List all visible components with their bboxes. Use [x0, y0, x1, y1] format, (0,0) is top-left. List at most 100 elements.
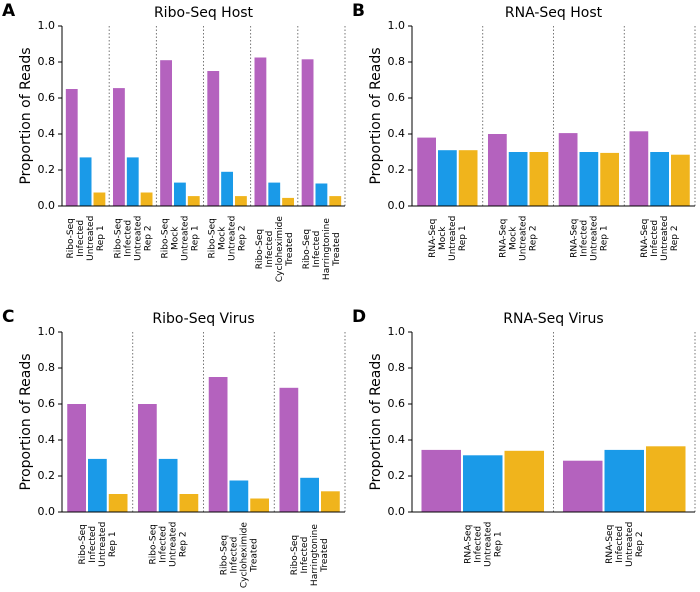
- y-tick-label: 0.4: [38, 127, 56, 140]
- x-tick-label: Ribo-Seq: [208, 218, 218, 258]
- x-tick-label: Ribo-Seq: [160, 218, 170, 258]
- y-axis-label: Proportion of Reads: [18, 353, 34, 490]
- bar: [112, 88, 125, 206]
- y-tick-label: 0.6: [388, 91, 406, 104]
- y-tick-label: 0.8: [388, 361, 406, 374]
- x-tick-label: Cycloheximide: [275, 216, 285, 282]
- x-tick-label: Infected: [615, 526, 625, 563]
- x-tick-label: Rep 2: [670, 225, 680, 251]
- bar: [158, 458, 178, 512]
- x-tick-label: Treated: [332, 232, 342, 267]
- bar: [301, 59, 314, 206]
- bar: [650, 152, 670, 206]
- bar: [300, 477, 320, 512]
- bar: [179, 494, 199, 512]
- x-tick-label: RNA-Seq: [640, 219, 650, 258]
- y-tick-label: 0.0: [38, 505, 56, 518]
- panel-title: Ribo-Seq Host: [154, 5, 254, 21]
- bar: [254, 57, 267, 206]
- bar: [221, 171, 234, 206]
- bar: [173, 182, 186, 206]
- x-tick-label: Ribo-Seq: [66, 218, 76, 258]
- x-tick-label: Untreated: [228, 216, 238, 261]
- y-tick-label: 1.0: [38, 19, 56, 32]
- bar: [487, 134, 507, 206]
- x-tick-label: Untreated: [86, 216, 96, 261]
- bar: [579, 152, 599, 206]
- bar: [417, 137, 436, 206]
- y-tick-label: 1.0: [38, 325, 56, 338]
- y-tick-label: 0.2: [388, 163, 406, 176]
- x-tick-label: Rep 2: [529, 225, 539, 251]
- bar: [529, 152, 549, 206]
- bar: [279, 387, 299, 512]
- x-tick-label: Untreated: [180, 216, 190, 261]
- panel-title: RNA-Seq Host: [505, 5, 603, 21]
- bar: [65, 89, 78, 206]
- bar: [329, 196, 342, 206]
- bar: [268, 182, 281, 206]
- bar: [67, 404, 86, 512]
- x-tick-label: Ribo-Seq: [302, 229, 312, 269]
- bar: [207, 71, 220, 206]
- y-tick-label: 0.8: [388, 55, 406, 68]
- y-tick-label: 0.2: [388, 469, 406, 482]
- x-tick-label: Untreated: [660, 216, 670, 261]
- x-tick-label: Rep 1: [493, 531, 503, 557]
- x-tick-label: Infected: [579, 220, 589, 257]
- x-tick-label: Ribo-Seq: [255, 229, 265, 269]
- y-tick-label: 0.4: [38, 433, 56, 446]
- x-tick-label: RNA-Seq: [569, 219, 579, 258]
- y-tick-label: 0.4: [388, 433, 406, 446]
- bar: [140, 192, 153, 206]
- y-tick-label: 0.6: [38, 397, 56, 410]
- bar: [160, 60, 172, 207]
- bar: [604, 449, 645, 512]
- y-tick-label: 0.0: [388, 199, 406, 212]
- x-tick-label: Ribo-Seq: [149, 524, 159, 564]
- y-axis-label: Proportion of Reads: [368, 47, 384, 184]
- x-tick-label: RNA-Seq: [463, 525, 473, 564]
- bar: [600, 152, 620, 206]
- x-tick-label: Treated: [320, 538, 330, 573]
- y-tick-label: 0.0: [388, 505, 406, 518]
- panel: D RNA-Seq Virus Proportion of Reads 0.0 0.2 0…: [352, 307, 696, 567]
- x-tick-label: RNA-Seq: [605, 525, 615, 564]
- bar: [671, 154, 690, 206]
- x-tick-label: Infected: [650, 220, 660, 257]
- x-tick-label: Rep 2: [238, 225, 248, 251]
- x-tick-label: Untreated: [625, 522, 635, 567]
- x-tick-label: Untreated: [98, 522, 108, 567]
- panel: C Ribo-Seq Virus Proportion of Reads 0.0 0.2…: [2, 307, 346, 588]
- bar: [315, 183, 328, 206]
- y-tick-label: 0.2: [38, 163, 56, 176]
- x-tick-label: Harringtonine: [322, 218, 332, 280]
- x-tick-label: Untreated: [169, 522, 179, 567]
- x-tick-label: Infected: [473, 526, 483, 563]
- x-tick-label: Rep 1: [96, 225, 106, 251]
- panel: B RNA-Seq Host Proportion of Reads 0.0 0.2 0.…: [352, 1, 696, 261]
- bar: [208, 377, 228, 512]
- y-tick-label: 0.8: [38, 55, 56, 68]
- bar: [558, 133, 578, 206]
- bar: [87, 458, 107, 512]
- x-tick-label: Rep 1: [599, 225, 609, 251]
- bar: [79, 157, 92, 206]
- x-tick-label: Infected: [88, 526, 98, 563]
- y-tick-label: 0.6: [38, 91, 56, 104]
- bar: [282, 197, 295, 206]
- bar: [108, 494, 128, 512]
- x-tick-label: Infected: [312, 231, 322, 268]
- panel-title: Ribo-Seq Virus: [152, 311, 254, 327]
- y-tick-label: 1.0: [388, 325, 406, 338]
- x-tick-label: Ribo-Seq: [290, 535, 300, 575]
- x-tick-label: Infected: [76, 220, 86, 257]
- bar: [321, 491, 340, 512]
- x-tick-label: Harringtonine: [310, 524, 320, 586]
- x-tick-label: Ribo-Seq: [113, 218, 123, 258]
- x-tick-label: Rep 1: [108, 531, 118, 557]
- x-tick-label: Untreated: [448, 216, 458, 261]
- x-tick-label: Infected: [265, 231, 275, 268]
- bar: [562, 460, 603, 512]
